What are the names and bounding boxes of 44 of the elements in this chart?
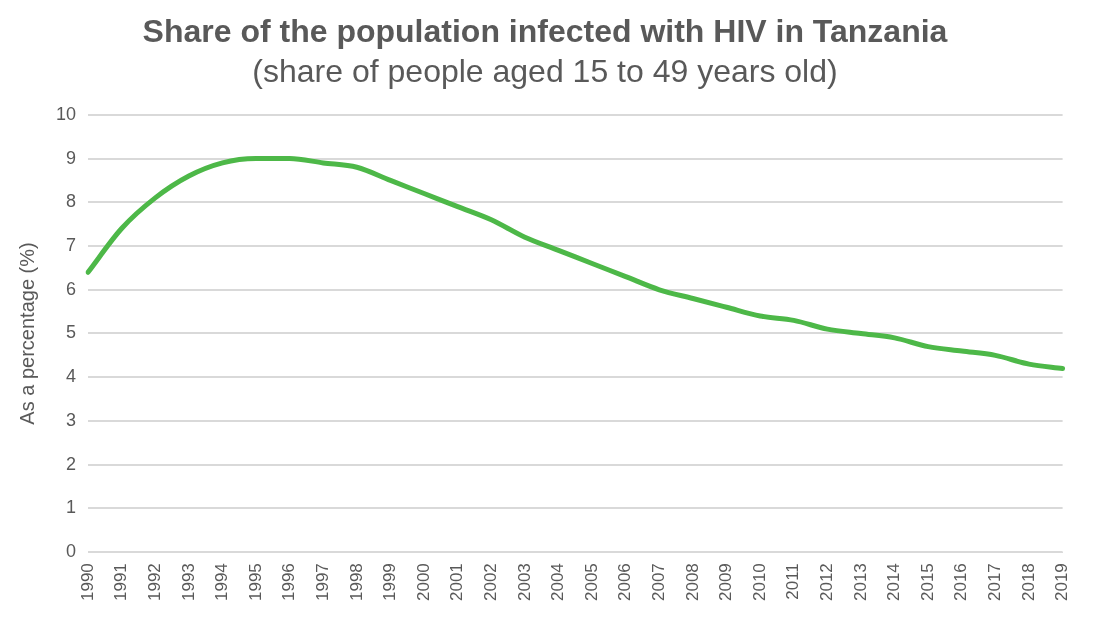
y-tick-label: 7 (66, 234, 77, 255)
x-tick-label: 2016 (951, 563, 971, 602)
y-tick-label: 9 (66, 147, 77, 168)
chart-title: Share of the population infected with HIV in Tanzania (142, 13, 948, 50)
x-tick-label: 2010 (749, 563, 769, 602)
x-tick-label: 2000 (413, 563, 433, 602)
x-tick-label: 1993 (178, 563, 198, 602)
x-tick-label: 2019 (1052, 563, 1072, 602)
x-tick-label: 2003 (514, 563, 534, 602)
x-tick-label: 2007 (649, 563, 669, 602)
x-tick-label: 2006 (615, 563, 635, 602)
y-axis-title: As a percentage (%) (15, 242, 38, 425)
y-tick-label: 8 (66, 191, 77, 212)
x-tick-label: 2005 (581, 563, 601, 602)
x-tick-label: 2011 (783, 563, 803, 600)
x-tick-label: 2018 (1018, 563, 1038, 602)
x-tick-label: 2008 (682, 563, 702, 602)
x-tick-label: 2013 (850, 563, 870, 602)
x-tick-label: 2012 (817, 563, 837, 602)
x-tick-label: 2002 (480, 563, 500, 602)
y-tick-label: 10 (55, 103, 77, 124)
x-tick-label: 1994 (212, 563, 232, 602)
x-tick-label: 1992 (144, 563, 164, 602)
y-tick-label: 6 (66, 278, 77, 299)
chart-subtitle: (share of people aged 15 to 49 years old) (252, 53, 838, 90)
x-tick-label: 1991 (111, 563, 131, 602)
x-tick-label: 1990 (77, 563, 97, 602)
y-tick-label: 5 (66, 322, 77, 343)
x-tick-label: 1995 (245, 563, 265, 602)
y-tick-label: 0 (66, 541, 77, 562)
x-tick-label: 2004 (548, 563, 568, 602)
x-tick-label: 2015 (917, 563, 937, 602)
x-tick-label: 2009 (716, 563, 736, 602)
x-tick-label: 1996 (279, 563, 299, 602)
y-tick-label: 3 (66, 409, 77, 430)
y-tick-label: 2 (66, 453, 77, 474)
x-tick-label: 2001 (447, 563, 467, 602)
x-tick-label: 1999 (380, 563, 400, 602)
x-tick-label: 2017 (985, 563, 1005, 602)
x-tick-label: 1997 (312, 563, 332, 602)
x-tick-label: 1998 (346, 563, 366, 602)
x-tick-label: 2014 (884, 563, 904, 602)
y-tick-label: 1 (66, 497, 77, 518)
y-tick-label: 4 (66, 366, 77, 387)
